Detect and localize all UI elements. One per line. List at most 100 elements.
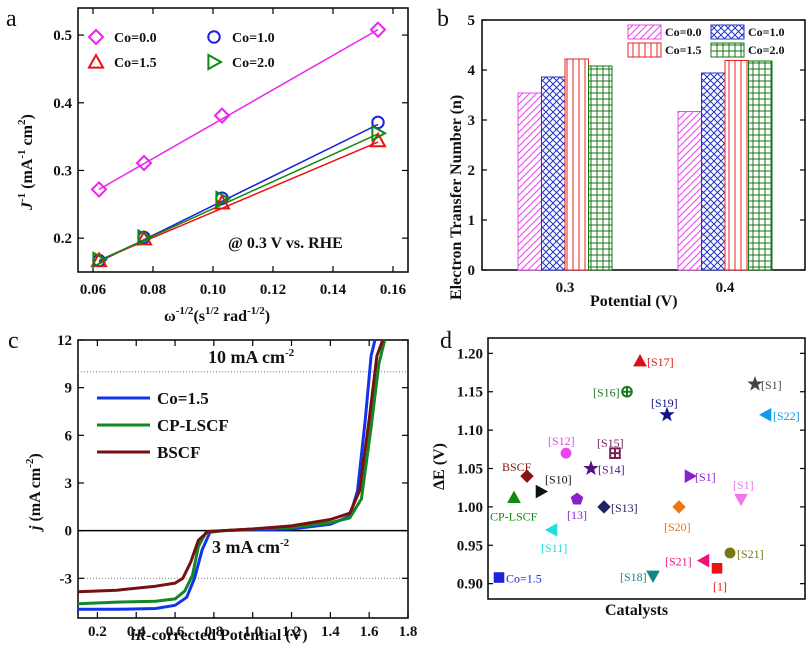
y-tick-label: 1.05 (457, 462, 483, 478)
x-tick-label: 0.6 (166, 624, 185, 640)
panel-d-letter: d (440, 328, 452, 354)
y-tick-label: 1 (468, 213, 476, 229)
panel-c: c 0.2 0.4 0.6 0.8 1.0 1.2 1.4 1.6 1.8 -3 0 3 6 9 12 10… (8, 328, 417, 644)
y-tick-label: 9 (65, 381, 73, 397)
y-tick-label: 0.4 (53, 96, 72, 112)
data-point-triangle-right (92, 251, 109, 269)
bar-Co=0.0-0.4 (677, 111, 702, 271)
legend-text-co20: Co=2.0 (748, 43, 785, 57)
data-point-pentagon (570, 492, 584, 505)
legend-label-co10: Co=1.0 (232, 31, 275, 46)
x-tick-label: 1.4 (321, 624, 340, 640)
panel-a-y-axis-label: J-1 (mA-1 cm2) (16, 114, 36, 211)
curve-BSCF (77, 339, 385, 594)
panel-a-frame (77, 7, 409, 273)
panel-b: b 0 1 2 3 4 5 0.3 0.4 Co=0.0 Co=1.0 Co=1.5 Co=2… (437, 6, 806, 310)
catalyst-label: [S14] (598, 463, 625, 477)
panel-b-bars (517, 58, 773, 271)
legend-swatch-co20 (710, 42, 745, 58)
data-point-triangle-right (371, 124, 388, 142)
panel-c-ticks: 0.2 0.4 0.6 0.8 1.0 1.2 1.4 1.6 1.8 -3 0 3 6 9 12 (57, 333, 417, 640)
legend-label-co20: Co=2.0 (232, 56, 275, 71)
legend-marker-diamond (87, 28, 105, 46)
data-point-triangle-right (684, 469, 698, 484)
legend-swatch-co10 (710, 24, 745, 40)
panel-a-annotation: @ 0.3 V vs. RHE (228, 235, 343, 252)
data-point-triangle-up (633, 353, 647, 367)
data-point-star (659, 406, 675, 422)
panel-c-letter: c (8, 328, 19, 354)
bar-Co=1.5-0.3 (564, 58, 589, 271)
x-tick-label: 1.6 (360, 624, 379, 640)
y-tick-label: 0.3 (53, 163, 72, 179)
data-point-triangle-right (535, 484, 549, 499)
data-point-square (711, 562, 723, 574)
y-tick-label: 1.00 (457, 500, 483, 516)
x-tick-label: 0.4 (716, 280, 735, 296)
data-point-circle-cross (621, 386, 633, 398)
panel-c-frame (77, 339, 409, 619)
panel-b-legend: Co=0.0 Co=1.0 Co=1.5 Co=2.0 (627, 24, 785, 58)
data-point-diamond (135, 154, 153, 172)
legend-marker-triangle-right (207, 53, 224, 71)
panel-a-letter: a (6, 6, 17, 32)
data-point-triangle-up (507, 490, 521, 503)
legend-swatch-co15 (627, 42, 662, 58)
panel-a-ticks: 0.06 0.08 0.10 0.12 0.14 0.16 0.2 0.3 0.4 0.5 (53, 8, 408, 298)
data-point-triangle-left (544, 523, 558, 537)
panel-c-annotation-3: 3 mA cm-2 (212, 537, 290, 557)
y-tick-label: 0 (468, 263, 476, 279)
legend-label-co00: Co=0.0 (114, 31, 157, 46)
data-point-diamond (213, 107, 231, 125)
bar-Co=2.0-0.4 (748, 60, 773, 271)
x-tick-label: 0.10 (200, 282, 226, 298)
data-point-triangle-right (215, 190, 232, 208)
panel-d-x-axis-label: Catalysts (605, 602, 668, 619)
catalyst-label: [S17] (647, 355, 674, 369)
data-point-circle (724, 547, 736, 559)
catalyst-label: [S1] (695, 470, 716, 484)
legend-marker-circle (207, 30, 221, 44)
x-tick-label: 1.2 (282, 624, 301, 640)
catalyst-label: [S18] (620, 570, 647, 584)
panel-b-y-axis-label: Electron Transfer Number (n) (448, 95, 465, 300)
catalyst-label: CP-LSCF (490, 510, 538, 524)
x-tick-label: 0.8 (205, 624, 224, 640)
y-tick-label: -3 (60, 571, 73, 587)
data-point-star (747, 375, 763, 391)
y-tick-label: 2 (468, 163, 476, 179)
panel-d-markers: Co=1.5 CP-LSCF BSCF [S10] [S11] [S12] [13] [S14… (490, 353, 800, 593)
panel-b-letter: b (437, 6, 449, 32)
legend-text-cplscf: CP-LSCF (157, 416, 229, 435)
panel-b-frame (481, 19, 806, 271)
x-tick-label: 0.4 (127, 624, 146, 640)
catalyst-label: [S20] (664, 520, 691, 534)
y-tick-label: 0.2 (53, 231, 72, 247)
x-tick-label: 0.2 (88, 624, 107, 640)
y-tick-label: 0.5 (53, 28, 72, 44)
panel-b-x-axis-label: Potential (V) (590, 293, 678, 310)
y-tick-label: 12 (57, 333, 72, 349)
panel-a-x-axis-label: ω-1/2(s1/2 rad-1/2) (164, 305, 270, 325)
y-tick-label: 0.95 (457, 538, 483, 554)
data-point-triangle-left (696, 553, 710, 568)
panel-c-annotation-10: 10 mA cm-2 (208, 347, 295, 367)
data-point-circle (371, 115, 385, 130)
catalyst-label: [1] (713, 579, 727, 593)
panel-c-y-axis-label: j (mA cm-2) (24, 453, 44, 533)
panel-c-legend: Co=1.5 CP-LSCF BSCF (97, 389, 229, 462)
bar-Co=1.5-0.4 (724, 60, 749, 271)
panel-c-x-axis-label: iR-corrected Potential (V) (131, 627, 308, 644)
data-point-diamond (90, 181, 108, 198)
legend-text-co10: Co=1.0 (748, 25, 785, 39)
catalyst-label: [S11] (541, 541, 567, 555)
bar-Co=1.0-0.4 (701, 72, 726, 271)
data-point-triangle-up (135, 229, 153, 246)
data-point-square (493, 572, 505, 583)
catalyst-label: [S15] (597, 436, 624, 450)
fit-line-0 (98, 29, 379, 191)
x-tick-label: 0.06 (80, 282, 107, 298)
curve-CP-LSCF (77, 339, 387, 606)
catalyst-label: [S21] (665, 555, 692, 569)
